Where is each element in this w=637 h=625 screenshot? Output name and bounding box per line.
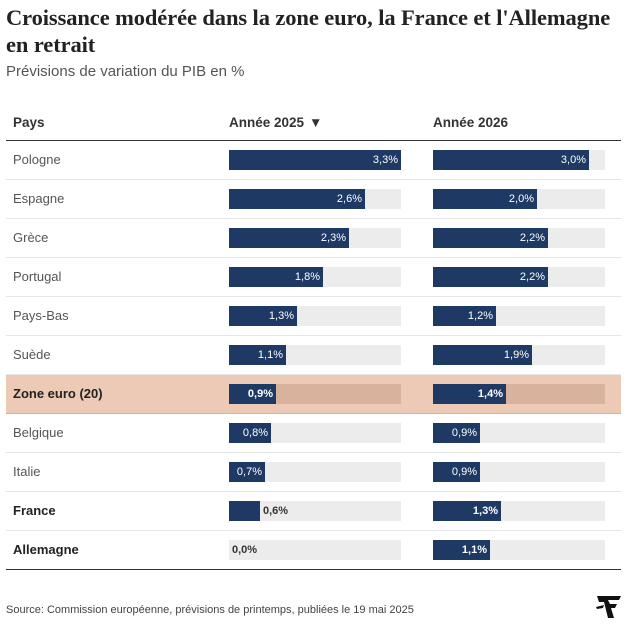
row-country-label: Pologne	[13, 152, 61, 167]
bar-2025: 0,8%	[229, 423, 271, 443]
chart-subtitle: Prévisions de variation du PIB en %	[6, 63, 245, 80]
bar-track-2026: 2,2%	[433, 267, 605, 287]
table-row: Allemagne 0,0% 1,1%	[6, 531, 621, 570]
bar-track-2025: 1,1%	[229, 345, 401, 365]
row-country-label: Pays-Bas	[13, 308, 69, 323]
bar-track-2026: 2,0%	[433, 189, 605, 209]
value-label-2026: 1,2%	[467, 310, 493, 322]
table-row: Suède 1,1% 1,9%	[6, 336, 621, 375]
bar-2026: 0,9%	[433, 462, 480, 482]
bar-track-2026: 3,0%	[433, 150, 605, 170]
value-label-2025: 0,6%	[263, 505, 289, 517]
value-label-2025: 1,3%	[268, 310, 294, 322]
row-country-label: Zone euro (20)	[13, 386, 103, 401]
table-row: Pologne 3,3% 3,0%	[6, 141, 621, 180]
table-row: Espagne 2,6% 2,0%	[6, 180, 621, 219]
value-label-2026: 2,2%	[519, 271, 545, 283]
value-label-2026: 0,9%	[451, 427, 477, 439]
value-label-2025: 0,0%	[232, 544, 258, 556]
value-label-2025: 0,9%	[247, 388, 273, 400]
chart-title: Croissance modérée dans la zone euro, la…	[6, 5, 611, 57]
bar-2026: 3,0%	[433, 150, 589, 170]
value-label-2025: 3,3%	[372, 154, 398, 166]
bar-track-2025: 1,8%	[229, 267, 401, 287]
table-row: Belgique 0,8% 0,9%	[6, 414, 621, 453]
table-body: Pologne 3,3% 3,0% Espagne 2,6% 2,0% Grèce 2,3% 2…	[6, 141, 621, 570]
bar-track-2025: 0,6%	[229, 501, 401, 521]
bar-2026: 2,0%	[433, 189, 537, 209]
header-year-2026[interactable]: Année 2026	[433, 115, 509, 130]
bar-2026: 1,9%	[433, 345, 532, 365]
value-label-2025: 1,1%	[257, 349, 283, 361]
bar-track-2025: 3,3%	[229, 150, 401, 170]
bar-track-2025: 2,6%	[229, 189, 401, 209]
table-header: Pays Année 2025 ▼ Année 2026	[6, 103, 621, 141]
row-country-label: Grèce	[13, 230, 49, 245]
header-year-2025[interactable]: Année 2025 ▼	[229, 115, 322, 130]
bar-track-2026: 1,2%	[433, 306, 605, 326]
value-label-2025: 1,8%	[294, 271, 320, 283]
le-figaro-logo-icon	[596, 596, 621, 618]
bar-track-2026: 0,9%	[433, 462, 605, 482]
table-row: Italie 0,7% 0,9%	[6, 453, 621, 492]
value-label-2026: 0,9%	[451, 466, 477, 478]
bar-track-2025: 2,3%	[229, 228, 401, 248]
bar-2026: 2,2%	[433, 267, 548, 287]
value-label-2025: 0,8%	[242, 427, 268, 439]
value-label-2026: 2,2%	[519, 232, 545, 244]
bar-2026: 0,9%	[433, 423, 480, 443]
bar-2025: 1,1%	[229, 345, 286, 365]
row-country-label: France	[13, 503, 56, 518]
table-row: Zone euro (20) 0,9% 1,4%	[6, 375, 621, 414]
value-label-2026: 1,9%	[503, 349, 529, 361]
row-country-label: Allemagne	[13, 542, 79, 557]
bar-2025: 0,7%	[229, 462, 265, 482]
bar-2025: 0,9%	[229, 384, 276, 404]
bar-track-2026: 2,2%	[433, 228, 605, 248]
bar-track-2026: 0,9%	[433, 423, 605, 443]
row-country-label: Italie	[13, 464, 41, 479]
bar-track-2025: 0,0%	[229, 540, 401, 560]
value-label-2025: 2,3%	[320, 232, 346, 244]
row-country-label: Belgique	[13, 425, 64, 440]
bar-track-2025: 1,3%	[229, 306, 401, 326]
value-label-2026: 1,3%	[472, 505, 498, 517]
row-country-label: Portugal	[13, 269, 62, 284]
value-label-2026: 1,4%	[477, 388, 503, 400]
table-row: Grèce 2,3% 2,2%	[6, 219, 621, 258]
bar-2025: 1,3%	[229, 306, 297, 326]
bar-2026: 1,4%	[433, 384, 506, 404]
bar-2026: 1,2%	[433, 306, 496, 326]
bar-track-2025: 0,7%	[229, 462, 401, 482]
table-row: Pays-Bas 1,3% 1,2%	[6, 297, 621, 336]
bar-track-2026: 1,9%	[433, 345, 605, 365]
header-year-2025-label: Année 2025	[229, 115, 305, 130]
source-note: Source: Commission européenne, prévision…	[6, 604, 414, 616]
table-row: Portugal 1,8% 2,2%	[6, 258, 621, 297]
table-row: France 0,6% 1,3%	[6, 492, 621, 531]
value-label-2026: 2,0%	[508, 193, 534, 205]
bar-2025	[229, 501, 260, 521]
bar-2026: 1,1%	[433, 540, 490, 560]
gdp-table: Pays Année 2025 ▼ Année 2026 Pologne 3,3% 3…	[6, 103, 621, 570]
row-country-label: Suède	[13, 347, 51, 362]
bar-2025: 2,6%	[229, 189, 365, 209]
bar-2026: 2,2%	[433, 228, 548, 248]
bar-2025: 1,8%	[229, 267, 323, 287]
bar-track-2025: 0,8%	[229, 423, 401, 443]
value-label-2025: 2,6%	[336, 193, 362, 205]
bar-2025: 2,3%	[229, 228, 349, 248]
bar-track-2026: 1,4%	[433, 384, 605, 404]
row-country-label: Espagne	[13, 191, 65, 206]
bar-track-2026: 1,1%	[433, 540, 605, 560]
value-label-2026: 1,1%	[461, 544, 487, 556]
header-country[interactable]: Pays	[13, 115, 45, 130]
bar-2026: 1,3%	[433, 501, 501, 521]
value-label-2025: 0,7%	[236, 466, 262, 478]
bar-track-2026: 1,3%	[433, 501, 605, 521]
sort-descending-icon[interactable]: ▼	[309, 115, 323, 130]
value-label-2026: 3,0%	[560, 154, 586, 166]
bar-2025: 3,3%	[229, 150, 401, 170]
bar-track-2025: 0,9%	[229, 384, 401, 404]
